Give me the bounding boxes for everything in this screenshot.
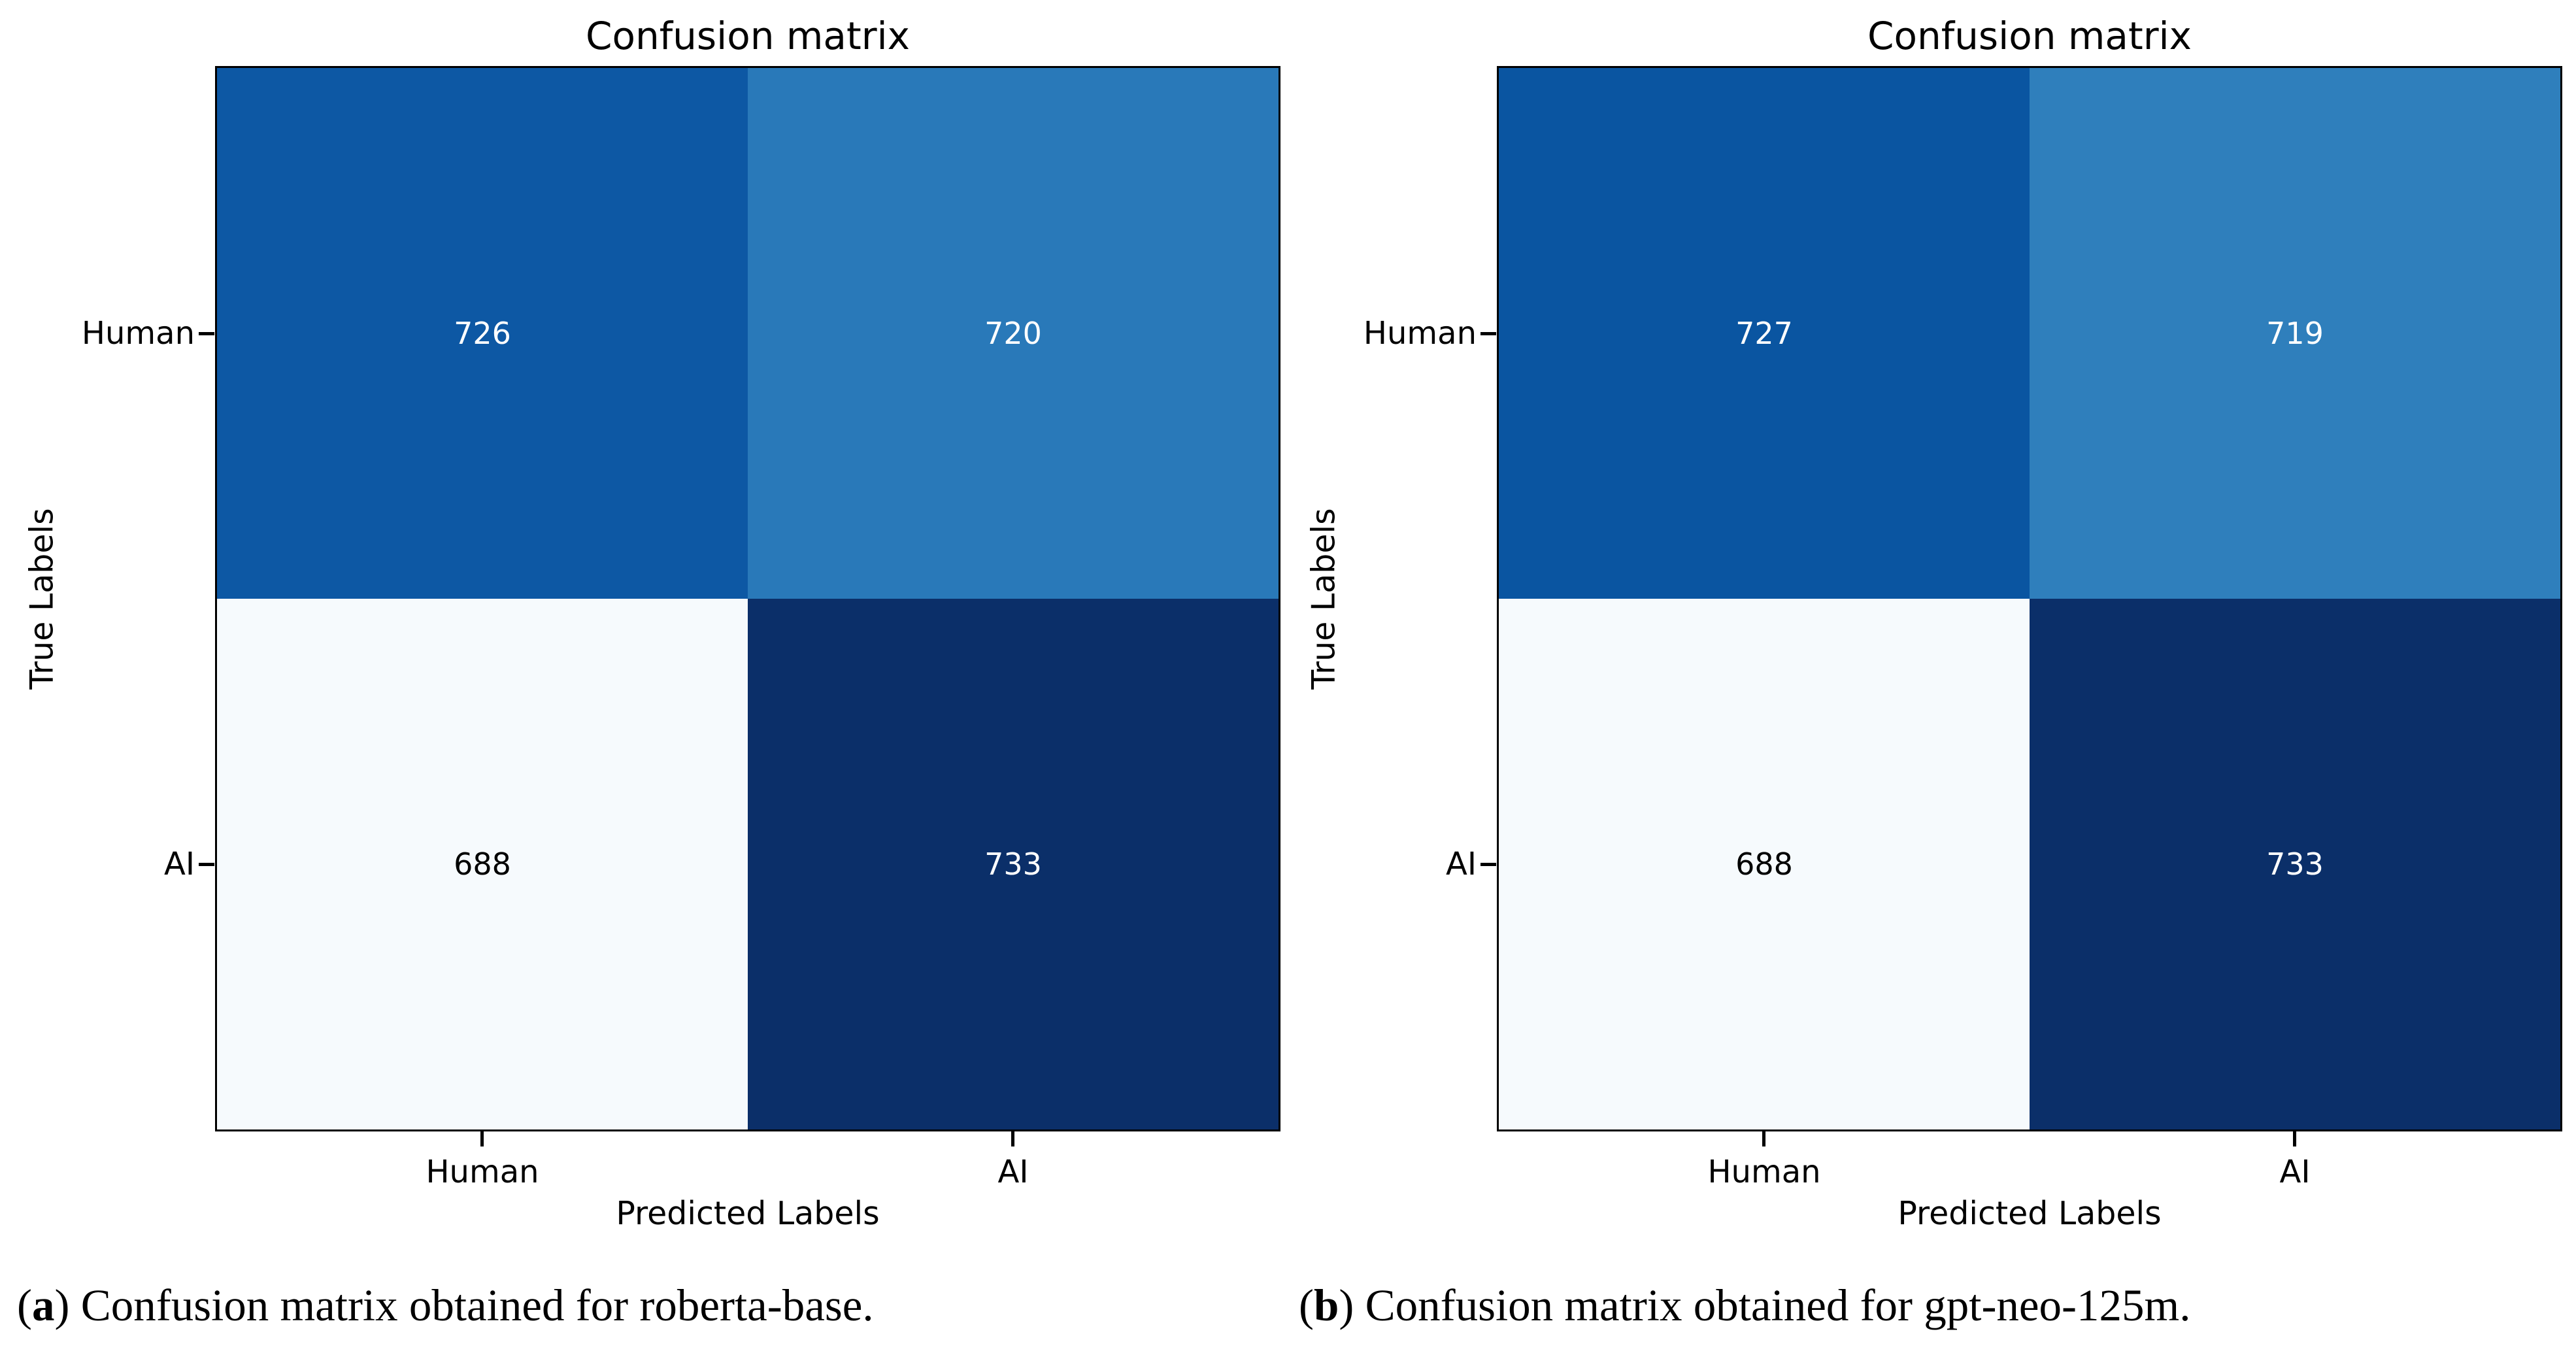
caption-marker-letter: b — [1313, 1280, 1339, 1330]
caption-paren-open: ( — [17, 1280, 32, 1330]
y-axis-label: True Labels — [1305, 508, 1343, 690]
matrix-cell-true-ai-pred-ai: 733 — [2030, 599, 2560, 1129]
x-tick-mark — [1011, 1131, 1014, 1146]
matrix-cell-true-ai-pred-ai: 733 — [748, 599, 1279, 1129]
y-tick-mark — [1480, 863, 1496, 866]
figure-panel-a: Confusion matrix True Labels Human AI 72… — [17, 14, 1280, 1331]
x-tick-mark — [1762, 1131, 1765, 1146]
caption-paren-close: ) — [54, 1280, 81, 1330]
y-tick-label-human: Human — [1363, 315, 1477, 352]
x-tick-mark — [480, 1131, 484, 1146]
matrix-cell-true-ai-pred-human: 688 — [1499, 599, 2030, 1129]
confusion-matrix-heatmap: 727 719 688 733 — [1497, 66, 2562, 1131]
y-tick-label-ai: AI — [1446, 846, 1477, 882]
caption-paren-open: ( — [1299, 1280, 1314, 1330]
x-tick-label-human: Human — [426, 1154, 539, 1190]
y-axis-label: True Labels — [23, 508, 61, 690]
chart-title: Confusion matrix — [1867, 14, 2192, 58]
caption-paren-close: ) — [1339, 1280, 1365, 1330]
y-tick-mark — [199, 863, 214, 866]
caption-text: Confusion matrix obtained for gpt-neo-12… — [1365, 1280, 2191, 1330]
x-tick-mark — [2293, 1131, 2296, 1146]
y-tick-label-human: Human — [81, 315, 195, 352]
x-tick-label-ai: AI — [2279, 1154, 2311, 1190]
y-tick-mark — [1480, 332, 1496, 335]
matrix-cell-true-human-pred-ai: 719 — [2030, 68, 2560, 599]
caption-marker-letter: a — [31, 1280, 55, 1330]
x-tick-label-human: Human — [1707, 1154, 1821, 1190]
y-tick-label-ai: AI — [164, 846, 195, 882]
matrix-cell-true-human-pred-human: 726 — [217, 68, 748, 599]
figure-panel-b: Confusion matrix True Labels Human AI 72… — [1282, 0, 2576, 1355]
y-tick-mark — [199, 332, 214, 335]
x-tick-label-ai: AI — [997, 1154, 1029, 1190]
matrix-cell-true-ai-pred-human: 688 — [217, 599, 748, 1129]
x-axis-label: Predicted Labels — [1898, 1195, 2162, 1232]
subfigure-caption-b: (b) Confusion matrix obtained for gpt-ne… — [1299, 1280, 2190, 1331]
matrix-cell-true-human-pred-ai: 720 — [748, 68, 1279, 599]
matrix-cell-true-human-pred-human: 727 — [1499, 68, 2030, 599]
caption-text: Confusion matrix obtained for roberta-ba… — [80, 1280, 874, 1330]
confusion-matrix-heatmap: 726 720 688 733 — [215, 66, 1280, 1131]
subfigure-caption-a: (a) Confusion matrix obtained for robert… — [17, 1280, 874, 1331]
chart-title: Confusion matrix — [585, 14, 910, 58]
x-axis-label: Predicted Labels — [616, 1195, 880, 1232]
